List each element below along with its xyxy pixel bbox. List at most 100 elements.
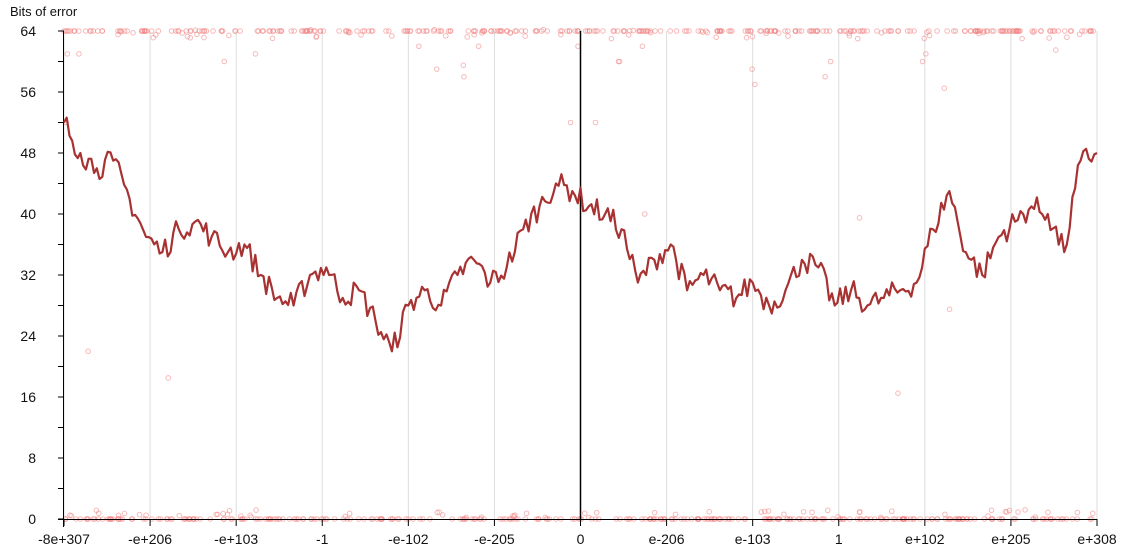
sample-point [179, 30, 186, 36]
sample-point [415, 28, 421, 34]
sample-point [593, 509, 600, 516]
sample-point [582, 28, 589, 34]
sample-point [1001, 28, 1007, 34]
sample-point [313, 34, 319, 40]
y-tick-label: 24 [20, 328, 36, 344]
sample-point [749, 66, 755, 72]
sample-point [820, 28, 826, 34]
x-axis: -8e+307 -e+206 -e+103 -1 -e-102 -e-205 0 e-206 e… [38, 519, 1117, 547]
sample-point [540, 26, 547, 33]
sample-point [136, 511, 143, 518]
sample-point [1030, 29, 1037, 36]
sample-point [238, 513, 244, 519]
sample-point [988, 507, 995, 514]
sample-point [714, 28, 721, 34]
sample-point [763, 30, 769, 37]
sample-point [437, 28, 444, 34]
sample-point [572, 28, 578, 34]
sample-point [1029, 28, 1035, 34]
y-tick-label: 64 [20, 23, 36, 39]
sample-point [686, 28, 692, 34]
sample-point [586, 28, 593, 34]
sample-point [575, 43, 581, 50]
sample-point [558, 31, 564, 38]
sample-point [447, 28, 454, 34]
sample-point [1045, 509, 1051, 516]
sample-point [1013, 28, 1020, 34]
sample-point [165, 375, 171, 381]
sample-point [574, 28, 581, 34]
sample-point [307, 27, 314, 33]
y-tick-label: 32 [20, 267, 36, 283]
sample-point [926, 32, 933, 39]
sample-point [1051, 28, 1058, 34]
sample-point [121, 28, 128, 34]
sample-point [442, 32, 449, 39]
sample-point [148, 28, 155, 34]
sample-point [168, 28, 175, 34]
vertical-grid [63, 31, 1098, 519]
sample-point [826, 28, 833, 34]
sample-point [942, 511, 948, 518]
sample-point [620, 28, 627, 34]
sample-point [1038, 28, 1044, 34]
sample-point [758, 509, 765, 515]
sample-point [566, 28, 573, 34]
sample-point [809, 28, 815, 34]
sample-point [976, 30, 982, 37]
sample-point [888, 508, 895, 515]
sample-point [1052, 47, 1059, 53]
sample-point [647, 29, 654, 36]
x-tick-label: 1 [835, 531, 843, 547]
sample-point [475, 43, 482, 50]
sample-point [218, 28, 225, 34]
sample-point [985, 513, 991, 519]
sample-point [800, 508, 807, 515]
sample-point [827, 58, 834, 65]
sample-point [361, 28, 368, 34]
sample-point [253, 507, 259, 513]
sample-point [836, 28, 843, 34]
sample-point [291, 28, 297, 34]
sample-point [479, 30, 485, 36]
error-line [63, 116, 1098, 353]
sample-point [952, 28, 959, 34]
sample-point [806, 28, 813, 34]
sample-point [878, 29, 885, 36]
sample-point [420, 28, 427, 34]
sample-point [522, 28, 529, 34]
sample-point [1055, 28, 1062, 34]
sample-point [220, 510, 227, 517]
sample-point [460, 62, 467, 69]
sample-point [491, 28, 497, 34]
sample-point [347, 29, 353, 36]
sample-point [823, 28, 830, 34]
sample-point [744, 28, 751, 34]
sample-point [143, 512, 149, 518]
sample-point [652, 28, 658, 34]
sample-point [461, 73, 467, 80]
sample-point [764, 27, 771, 34]
sample-point [176, 512, 183, 519]
sample-point [761, 508, 768, 515]
sample-point [507, 30, 513, 36]
x-tick-label: e-103 [735, 531, 771, 547]
sample-point [121, 510, 128, 517]
y-tick-label: 56 [20, 84, 36, 100]
sample-point [336, 28, 342, 34]
sample-point [864, 28, 870, 34]
sample-point [431, 26, 438, 33]
sample-point [130, 30, 136, 36]
sample-point [782, 28, 788, 34]
sample-point [706, 508, 712, 515]
sample-point [923, 51, 929, 57]
sample-point [886, 28, 892, 34]
sample-point [267, 28, 273, 34]
sample-point [201, 34, 207, 41]
sample-point [317, 28, 324, 34]
x-tick-label: -1 [316, 531, 329, 547]
sample-point [389, 33, 395, 39]
sample-point [320, 28, 327, 34]
sample-point [65, 28, 72, 34]
sample-point [748, 28, 754, 34]
